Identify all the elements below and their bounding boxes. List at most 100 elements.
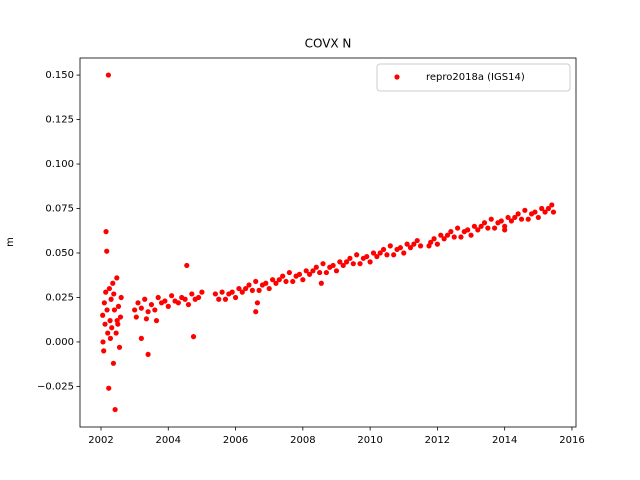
data-point <box>522 207 528 213</box>
data-point <box>246 282 252 288</box>
data-point <box>550 209 557 215</box>
data-point <box>182 296 188 302</box>
data-point <box>525 216 531 222</box>
x-tick-label: 2014 <box>492 435 517 446</box>
data-point <box>105 330 111 336</box>
x-tick-label: 2010 <box>357 435 382 446</box>
data-point <box>138 335 144 341</box>
data-point <box>441 236 447 242</box>
data-point <box>107 335 114 341</box>
data-point <box>380 246 387 253</box>
data-point <box>300 277 306 283</box>
data-point <box>152 307 158 313</box>
legend: repro2018a (IGS14) <box>376 63 571 92</box>
data-point <box>145 351 151 358</box>
y-tick-label: 0.150 <box>45 70 74 81</box>
data-point <box>155 294 161 301</box>
legend-marker <box>394 74 400 80</box>
data-point <box>232 294 239 301</box>
data-point <box>103 289 109 295</box>
data-point <box>502 223 508 229</box>
data-point <box>505 214 511 221</box>
data-point <box>296 271 303 277</box>
data-point <box>114 275 120 281</box>
data-point <box>370 250 377 256</box>
data-point <box>109 325 115 331</box>
legend-box <box>376 63 571 92</box>
data-point <box>532 209 538 215</box>
data-point <box>184 262 190 269</box>
data-point <box>491 225 498 231</box>
data-point <box>273 280 279 286</box>
data-point <box>104 307 110 313</box>
y-tick-label: 0.075 <box>45 204 74 215</box>
y-tick-label: 0.025 <box>45 292 74 303</box>
data-point <box>256 287 262 293</box>
data-point <box>118 294 124 301</box>
data-point <box>216 296 222 302</box>
data-point <box>397 245 403 251</box>
data-point <box>333 268 340 274</box>
data-point <box>481 220 488 226</box>
data-point <box>518 216 525 222</box>
data-point <box>350 261 356 267</box>
data-point <box>153 318 160 324</box>
data-point <box>110 360 117 366</box>
data-point <box>549 202 555 208</box>
data-point <box>101 300 107 306</box>
data-point <box>113 330 119 336</box>
data-point <box>454 225 461 231</box>
x-tick-label: 2002 <box>88 435 113 446</box>
data-point <box>542 209 548 215</box>
data-point <box>263 280 269 286</box>
data-point <box>404 241 410 247</box>
data-point <box>414 237 420 244</box>
data-point <box>471 223 478 229</box>
data-point <box>367 259 373 265</box>
data-point <box>283 278 289 285</box>
data-point <box>105 72 111 78</box>
data-point <box>444 232 451 238</box>
data-point <box>290 278 296 285</box>
data-point <box>101 348 107 354</box>
data-point <box>100 339 106 345</box>
data-point <box>253 309 259 315</box>
data-point <box>112 406 118 413</box>
data-point <box>219 289 225 295</box>
data-point <box>434 241 440 247</box>
data-point <box>110 280 116 286</box>
data-point <box>162 298 168 304</box>
data-point <box>448 229 454 235</box>
data-point <box>254 300 261 306</box>
data-point <box>347 255 353 261</box>
data-point <box>229 289 235 295</box>
data-point <box>515 211 521 217</box>
data-point <box>488 216 494 222</box>
data-point <box>313 264 319 270</box>
data-point <box>485 225 491 231</box>
axes-frame <box>79 57 577 428</box>
data-point <box>337 259 343 265</box>
data-point <box>104 248 110 254</box>
data-point <box>116 344 123 350</box>
data-point <box>320 261 326 267</box>
data-point <box>107 318 113 324</box>
data-point <box>535 214 541 221</box>
data-point <box>236 285 242 292</box>
data-point <box>354 252 360 258</box>
x-tick-label: 2004 <box>156 435 181 446</box>
y-tick-label: 0.100 <box>45 159 74 170</box>
data-point <box>103 229 109 235</box>
y-axis-label: m <box>5 237 16 247</box>
data-point <box>357 261 363 267</box>
data-point <box>114 318 120 324</box>
data-point <box>407 245 414 251</box>
x-tick-label: 2016 <box>559 435 584 446</box>
y-tick-label: 0.125 <box>45 115 74 126</box>
data-point <box>411 241 417 247</box>
data-point <box>323 269 329 276</box>
data-point <box>135 300 141 306</box>
data-point <box>106 285 113 292</box>
data-point <box>165 303 171 309</box>
